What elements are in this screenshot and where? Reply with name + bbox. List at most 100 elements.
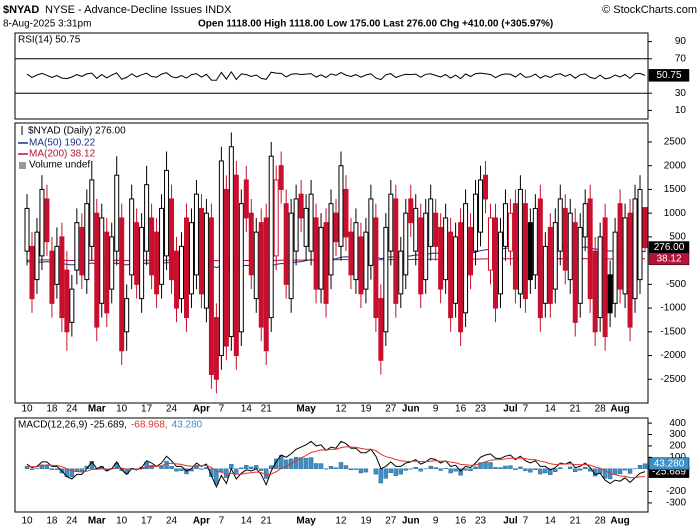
x-tick-label: Jun — [402, 516, 420, 527]
histogram-bar — [617, 468, 623, 475]
quote: Open 1118.00 High 1118.00 Low 175.00 Las… — [198, 19, 553, 30]
x-tick-label: Apr — [193, 404, 210, 415]
candle-body — [363, 231, 369, 290]
y-tick-label: -2000 — [660, 350, 686, 361]
candle-body — [433, 212, 439, 247]
histogram-bar — [513, 468, 518, 471]
candle-body — [243, 179, 249, 219]
histogram-bar — [518, 466, 523, 469]
x-tick-label: 7 — [219, 516, 225, 527]
histogram-bar — [558, 467, 563, 469]
legend-entry: MACD(12,26,9) -25.689, — [18, 420, 127, 431]
histogram-bar — [194, 465, 199, 469]
candle-body — [358, 236, 364, 295]
histogram-bar — [642, 463, 648, 469]
histogram-bar — [498, 467, 503, 469]
histogram-bar — [234, 468, 239, 474]
candle-body — [39, 188, 45, 257]
candle-body — [144, 184, 150, 252]
histogram-bar — [378, 468, 384, 484]
x-tick-label: May — [296, 404, 316, 415]
candle-body — [388, 193, 394, 252]
candle-body — [248, 212, 254, 276]
candle-body — [109, 236, 115, 290]
candle-body — [159, 207, 165, 285]
legend-entry: MA(200) 38.12 — [29, 149, 96, 160]
histogram-bar — [239, 467, 244, 469]
histogram-bar — [637, 465, 643, 469]
candle-body — [557, 198, 563, 252]
series-line — [26, 71, 646, 81]
symbol: $NYAD — [3, 4, 39, 16]
x-tick-label: 14 — [545, 516, 557, 527]
candle-body — [99, 217, 105, 304]
x-tick-label: 24 — [166, 404, 178, 415]
candle-body — [84, 203, 90, 281]
candle-body — [577, 226, 583, 304]
candle-body — [169, 198, 175, 281]
x-tick-label: 28 — [595, 404, 607, 415]
candle-body — [308, 193, 314, 252]
histogram-bar — [543, 468, 548, 474]
histogram-bar — [478, 462, 483, 469]
histogram-bar — [438, 468, 443, 471]
candle-body — [278, 165, 284, 190]
x-tick-label: 16 — [455, 404, 467, 415]
candle-body — [507, 212, 513, 252]
candle-body — [418, 217, 424, 295]
y-tick-label: 1000 — [664, 208, 687, 219]
x-tick-label: Aug — [610, 516, 629, 527]
x-tick-label: 12 — [335, 404, 347, 415]
histogram-bar — [488, 462, 493, 469]
candle-body — [632, 198, 638, 300]
x-tick-label: 24 — [66, 404, 78, 415]
candle-body — [129, 198, 135, 276]
x-tick-label: 10 — [116, 516, 128, 527]
candle-body — [208, 217, 214, 376]
candle-body — [29, 245, 35, 300]
candle-body — [119, 217, 125, 352]
histogram-bar — [338, 462, 344, 469]
candle-body — [89, 179, 95, 247]
candle-body — [398, 250, 404, 295]
value-tag-label: 38.12 — [656, 253, 681, 264]
candle-body — [183, 217, 189, 319]
candle-body — [323, 222, 329, 304]
candle-body — [124, 298, 130, 333]
candle-body — [488, 217, 493, 271]
histogram-bar — [318, 463, 324, 469]
histogram-bar — [179, 468, 184, 471]
candle-body — [502, 203, 508, 247]
x-tick-label: 21 — [261, 404, 273, 415]
candle-body — [34, 231, 40, 281]
x-tick-label: 27 — [385, 516, 397, 527]
value-tag-label: 43.280 — [654, 458, 685, 469]
x-tick-label: Jul — [503, 404, 518, 415]
candle-body — [532, 207, 538, 276]
histogram-bar — [418, 468, 423, 472]
x-tick-label: 7 — [523, 404, 529, 415]
histogram-bar — [353, 468, 359, 470]
x-tick-label: 7 — [523, 516, 529, 527]
candle-body — [288, 212, 294, 300]
x-tick-label: 9 — [433, 404, 439, 415]
legend-entry: $NYAD (Daily) 276.00 — [28, 126, 126, 137]
histogram-bar — [343, 465, 349, 469]
x-tick-label: 10 — [21, 516, 33, 527]
symbol-name: NYSE - Advance-Decline Issues INDX — [45, 4, 232, 16]
x-tick-label: 23 — [475, 516, 487, 527]
histogram-bar — [373, 468, 379, 475]
panel-frame — [14, 417, 649, 513]
candle-body — [368, 198, 374, 266]
x-tick-label: 23 — [475, 404, 487, 415]
candle-body — [637, 188, 643, 281]
panel-frame — [14, 32, 649, 120]
candle-body — [94, 212, 100, 328]
histogram-bar — [627, 468, 633, 474]
candle-body — [44, 198, 50, 243]
legend-entry: Volume undef — [29, 160, 90, 171]
histogram-bar — [523, 468, 528, 472]
histogram-bar — [413, 467, 418, 469]
histogram-bar — [303, 457, 309, 469]
candle-body — [537, 198, 543, 319]
